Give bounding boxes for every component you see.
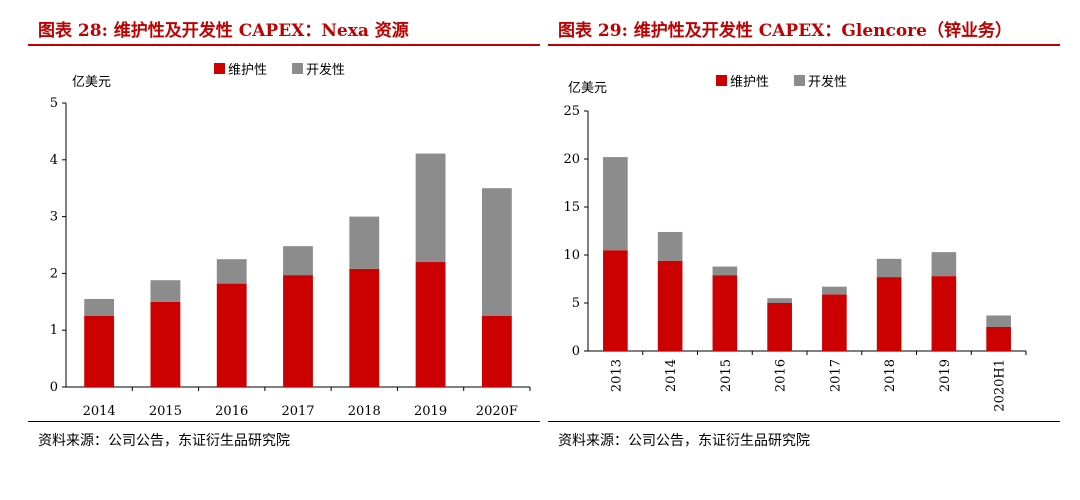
legend-swatch	[794, 75, 805, 86]
y-tick-label: 2	[50, 266, 58, 281]
bar-maintenance	[712, 275, 738, 351]
chart-title: 图表 28: 维护性及开发性 CAPEX：Nexa 资源	[38, 21, 409, 41]
bar-development	[415, 153, 446, 263]
title-divider	[28, 44, 540, 46]
y-tick-label: 10	[563, 248, 580, 263]
x-tick-label: 2020F	[476, 404, 518, 419]
legend-swatch	[716, 75, 727, 86]
bar-maintenance	[150, 301, 181, 387]
chart-panel-nexa: 图表 28: 维护性及开发性 CAPEX：Nexa 资源 亿美元 维护性 开发性 0 1…	[28, 0, 548, 500]
bar-development	[481, 188, 512, 316]
bar-development	[216, 259, 247, 284]
legend-label: 维护性	[228, 63, 267, 78]
x-tick-label: 2015	[149, 404, 182, 419]
source-note: 资料来源：公司公告，东证衍生品研究院	[558, 433, 810, 449]
bar-maintenance	[657, 260, 683, 351]
bar-maintenance	[876, 277, 902, 351]
source-note: 资料来源：公司公告，东证衍生品研究院	[38, 433, 290, 449]
x-tick-label: 2014	[83, 404, 116, 419]
bar-development	[767, 298, 792, 303]
footer-divider	[548, 421, 1060, 422]
legend-label: 维护性	[730, 75, 769, 90]
bar-development	[657, 231, 683, 261]
y-tick-label: 0	[50, 380, 58, 395]
unit-label: 亿美元	[568, 81, 607, 96]
x-tick-label: 2017	[828, 359, 843, 392]
x-tick-label: 2014	[664, 359, 679, 392]
bar-maintenance	[822, 294, 847, 351]
bar-maintenance	[767, 303, 792, 351]
y-tick-label: 15	[563, 200, 580, 215]
bar-maintenance	[415, 262, 446, 387]
x-tick-label: 2020H1	[993, 359, 1008, 412]
bar-maintenance	[216, 283, 247, 387]
bar-maintenance	[349, 268, 380, 387]
bar-development	[876, 258, 902, 278]
bar-development	[150, 280, 181, 302]
chart-nexa-capex: 亿美元 维护性 开发性 0 1 2 3 4 5 2014 2015 2016 2017 2018 2019 2…	[50, 62, 531, 419]
y-tick-label: 5	[50, 96, 58, 111]
x-tick-label: 2017	[281, 404, 314, 419]
bar-development	[349, 216, 380, 269]
bar-development	[283, 246, 313, 276]
bar-development	[822, 286, 847, 295]
chart-glencore-capex: 亿美元 维护性 开发性 0 5 10 15 20 25 2013 2014 2015 2016 2017 2…	[563, 74, 1027, 412]
unit-label: 亿美元	[72, 75, 111, 90]
bar-maintenance	[481, 316, 512, 387]
bar-maintenance	[283, 275, 313, 387]
y-tick-label: 25	[563, 104, 580, 119]
bar-maintenance	[84, 316, 115, 387]
bar-development	[712, 266, 738, 276]
x-tick-label: 2019	[414, 404, 447, 419]
bar-maintenance	[986, 327, 1011, 351]
x-tick-label: 2016	[215, 404, 248, 419]
x-tick-label: 2016	[774, 359, 789, 392]
title-divider	[548, 44, 1060, 46]
bar-maintenance	[603, 250, 628, 351]
x-tick-label: 2013	[609, 359, 624, 392]
bar-development	[603, 157, 628, 251]
legend-swatch	[214, 63, 225, 74]
y-tick-label: 1	[50, 323, 58, 338]
x-tick-label: 2015	[719, 359, 734, 392]
y-tick-label: 5	[572, 296, 580, 311]
chart-title: 图表 29: 维护性及开发性 CAPEX：Glencore（锌业务）	[558, 21, 1012, 41]
x-tick-label: 2018	[348, 404, 381, 419]
legend-swatch	[292, 63, 303, 74]
y-tick-label: 3	[50, 210, 58, 225]
footer-divider	[28, 421, 540, 422]
bar-maintenance	[931, 276, 957, 351]
bar-development	[84, 298, 115, 316]
legend-label: 开发性	[808, 74, 847, 90]
x-tick-label: 2019	[938, 359, 953, 392]
legend-label: 开发性	[306, 62, 345, 78]
y-tick-label: 0	[572, 344, 580, 359]
y-tick-label: 20	[563, 152, 580, 167]
x-tick-label: 2018	[883, 359, 898, 392]
y-tick-label: 4	[50, 153, 58, 168]
bar-development	[986, 315, 1011, 327]
bar-development	[931, 252, 957, 277]
chart-panel-glencore: 图表 29: 维护性及开发性 CAPEX：Glencore（锌业务） 亿美元 维护…	[548, 0, 1068, 500]
